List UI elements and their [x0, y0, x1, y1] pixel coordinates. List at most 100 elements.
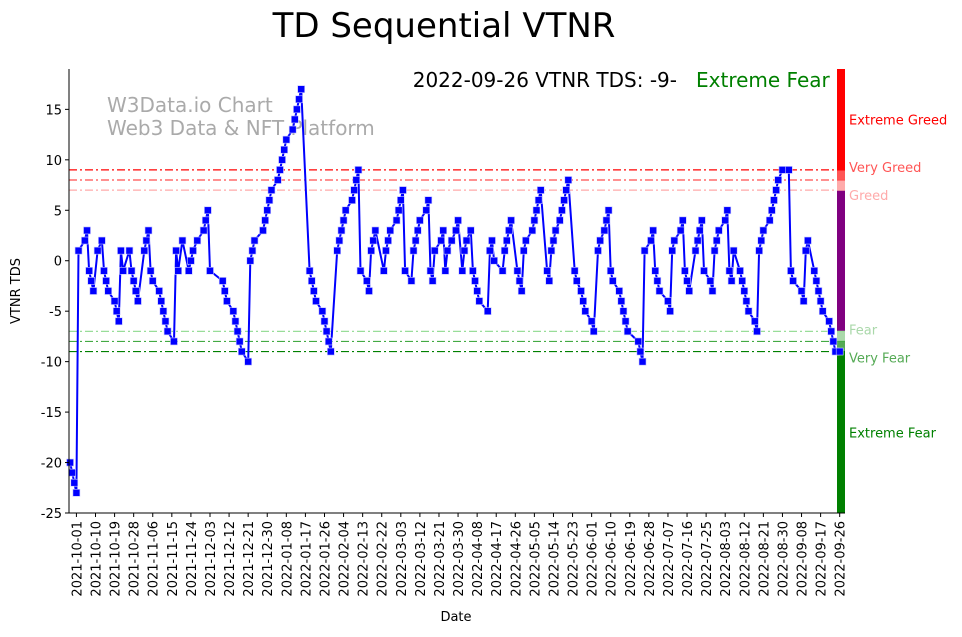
data-point [447, 236, 456, 245]
x-tick-label: 2022-06-01 [586, 521, 601, 597]
data-point [825, 317, 833, 326]
data-point [428, 277, 437, 285]
data-point [691, 246, 700, 255]
data-point [545, 277, 554, 285]
data-point [768, 206, 776, 215]
data-point [199, 226, 208, 235]
data-point [812, 277, 821, 285]
data-point [638, 357, 647, 366]
data-point [291, 115, 299, 124]
data-point [715, 226, 723, 235]
data-point [753, 327, 761, 336]
data-point [85, 267, 93, 275]
data-point [490, 256, 498, 265]
data-point [184, 267, 193, 275]
data-point [452, 226, 460, 235]
data-point [581, 307, 590, 315]
data-point [102, 277, 110, 285]
x-tick-label: 2021-12-21 [242, 521, 257, 597]
data-point [324, 337, 333, 346]
data-point [483, 307, 492, 315]
zone-label: Greed [849, 189, 888, 204]
data-point [305, 267, 314, 275]
data-point [140, 246, 149, 255]
data-point [742, 297, 751, 305]
data-point [394, 206, 403, 215]
x-tick-label: 2021-10-10 [90, 521, 105, 597]
data-point [295, 95, 303, 104]
x-tick-label: 2021-10-28 [128, 521, 143, 597]
data-point [679, 216, 687, 225]
data-point [89, 287, 98, 295]
data-point [327, 347, 335, 356]
zone-label: Very Fear [849, 352, 911, 367]
data-point [469, 267, 477, 275]
data-point [471, 277, 479, 285]
data-point [606, 267, 615, 275]
data-point [350, 186, 358, 194]
data-point [413, 226, 422, 235]
data-point [454, 216, 462, 225]
y-tick-label: 5 [54, 204, 62, 219]
data-point [276, 166, 284, 174]
data-point [267, 186, 276, 194]
data-point [87, 277, 96, 285]
data-point [558, 206, 566, 215]
data-point [460, 246, 469, 255]
data-point [339, 216, 348, 225]
data-point [528, 226, 537, 235]
x-axis-label: Date [440, 610, 471, 625]
x-tick-label: 2022-03-30 [452, 521, 467, 597]
data-point [698, 216, 706, 225]
data-point [159, 307, 168, 315]
x-tick-label: 2022-03-12 [414, 521, 429, 597]
data-point [827, 327, 836, 336]
x-tick-label: 2022-06-19 [624, 521, 639, 597]
data-point [507, 216, 515, 225]
data-point [218, 277, 227, 285]
data-point [115, 317, 123, 326]
data-point [223, 297, 231, 305]
data-point [634, 337, 643, 346]
data-point [579, 297, 587, 305]
data-point [288, 125, 297, 134]
data-point [363, 277, 371, 285]
data-point [670, 236, 679, 245]
x-tick-label: 2022-05-05 [528, 521, 543, 597]
x-tick-label: 2022-04-08 [471, 521, 486, 597]
watermark-line-2: Web3 Data & NFT Platform [107, 116, 375, 140]
data-point [231, 317, 240, 326]
y-tick-label: -10 [41, 356, 62, 371]
x-tick-label: 2022-05-23 [567, 521, 582, 597]
data-point [572, 277, 581, 285]
data-point [647, 236, 655, 245]
data-point [201, 216, 210, 225]
data-point [297, 85, 305, 93]
x-tick-label: 2022-09-26 [834, 521, 849, 597]
zone-bar-segment [837, 331, 845, 342]
x-tick-label: 2021-10-19 [109, 521, 124, 597]
x-tick-label: 2022-01-26 [318, 521, 333, 597]
data-point [770, 196, 778, 204]
data-point [125, 246, 134, 255]
data-point [129, 277, 138, 285]
data-point [386, 226, 395, 235]
zone-bar-segment [837, 169, 845, 180]
data-point [797, 287, 806, 295]
data-point [142, 236, 151, 245]
data-point [651, 267, 660, 275]
data-point [500, 246, 509, 255]
x-tick-label: 2022-05-14 [547, 521, 562, 597]
x-tick-label: 2022-02-04 [338, 521, 353, 597]
data-point [131, 287, 140, 295]
data-point [816, 297, 825, 305]
data-point [163, 327, 172, 336]
x-tick-label: 2022-08-03 [719, 521, 734, 597]
data-point [352, 176, 361, 184]
data-point [488, 236, 496, 245]
data-point [560, 196, 568, 204]
data-point [127, 267, 136, 275]
data-point [119, 267, 127, 275]
y-tick-label: 0 [54, 255, 62, 270]
data-point [407, 277, 416, 285]
